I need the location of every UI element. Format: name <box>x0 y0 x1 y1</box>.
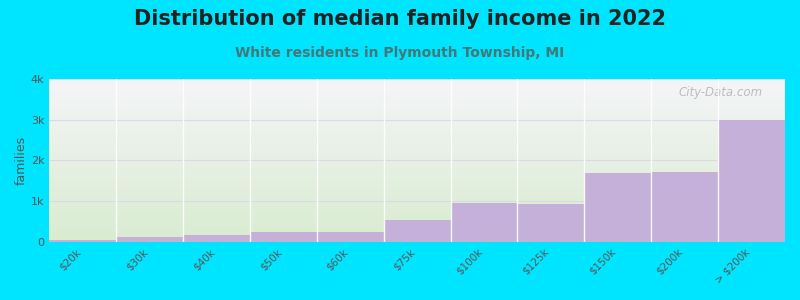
Bar <box>250 232 317 242</box>
Y-axis label: families: families <box>15 136 28 185</box>
Bar <box>317 232 384 242</box>
Bar <box>651 172 718 242</box>
Text: City-Data.com: City-Data.com <box>679 85 763 98</box>
Text: White residents in Plymouth Township, MI: White residents in Plymouth Township, MI <box>235 46 565 61</box>
Bar <box>50 240 116 242</box>
Bar <box>384 220 450 242</box>
Bar <box>718 120 785 242</box>
Bar <box>518 204 584 242</box>
Bar <box>450 203 518 242</box>
Text: Distribution of median family income in 2022: Distribution of median family income in … <box>134 9 666 29</box>
Bar <box>183 235 250 242</box>
Bar <box>116 237 183 242</box>
Bar <box>584 173 651 242</box>
